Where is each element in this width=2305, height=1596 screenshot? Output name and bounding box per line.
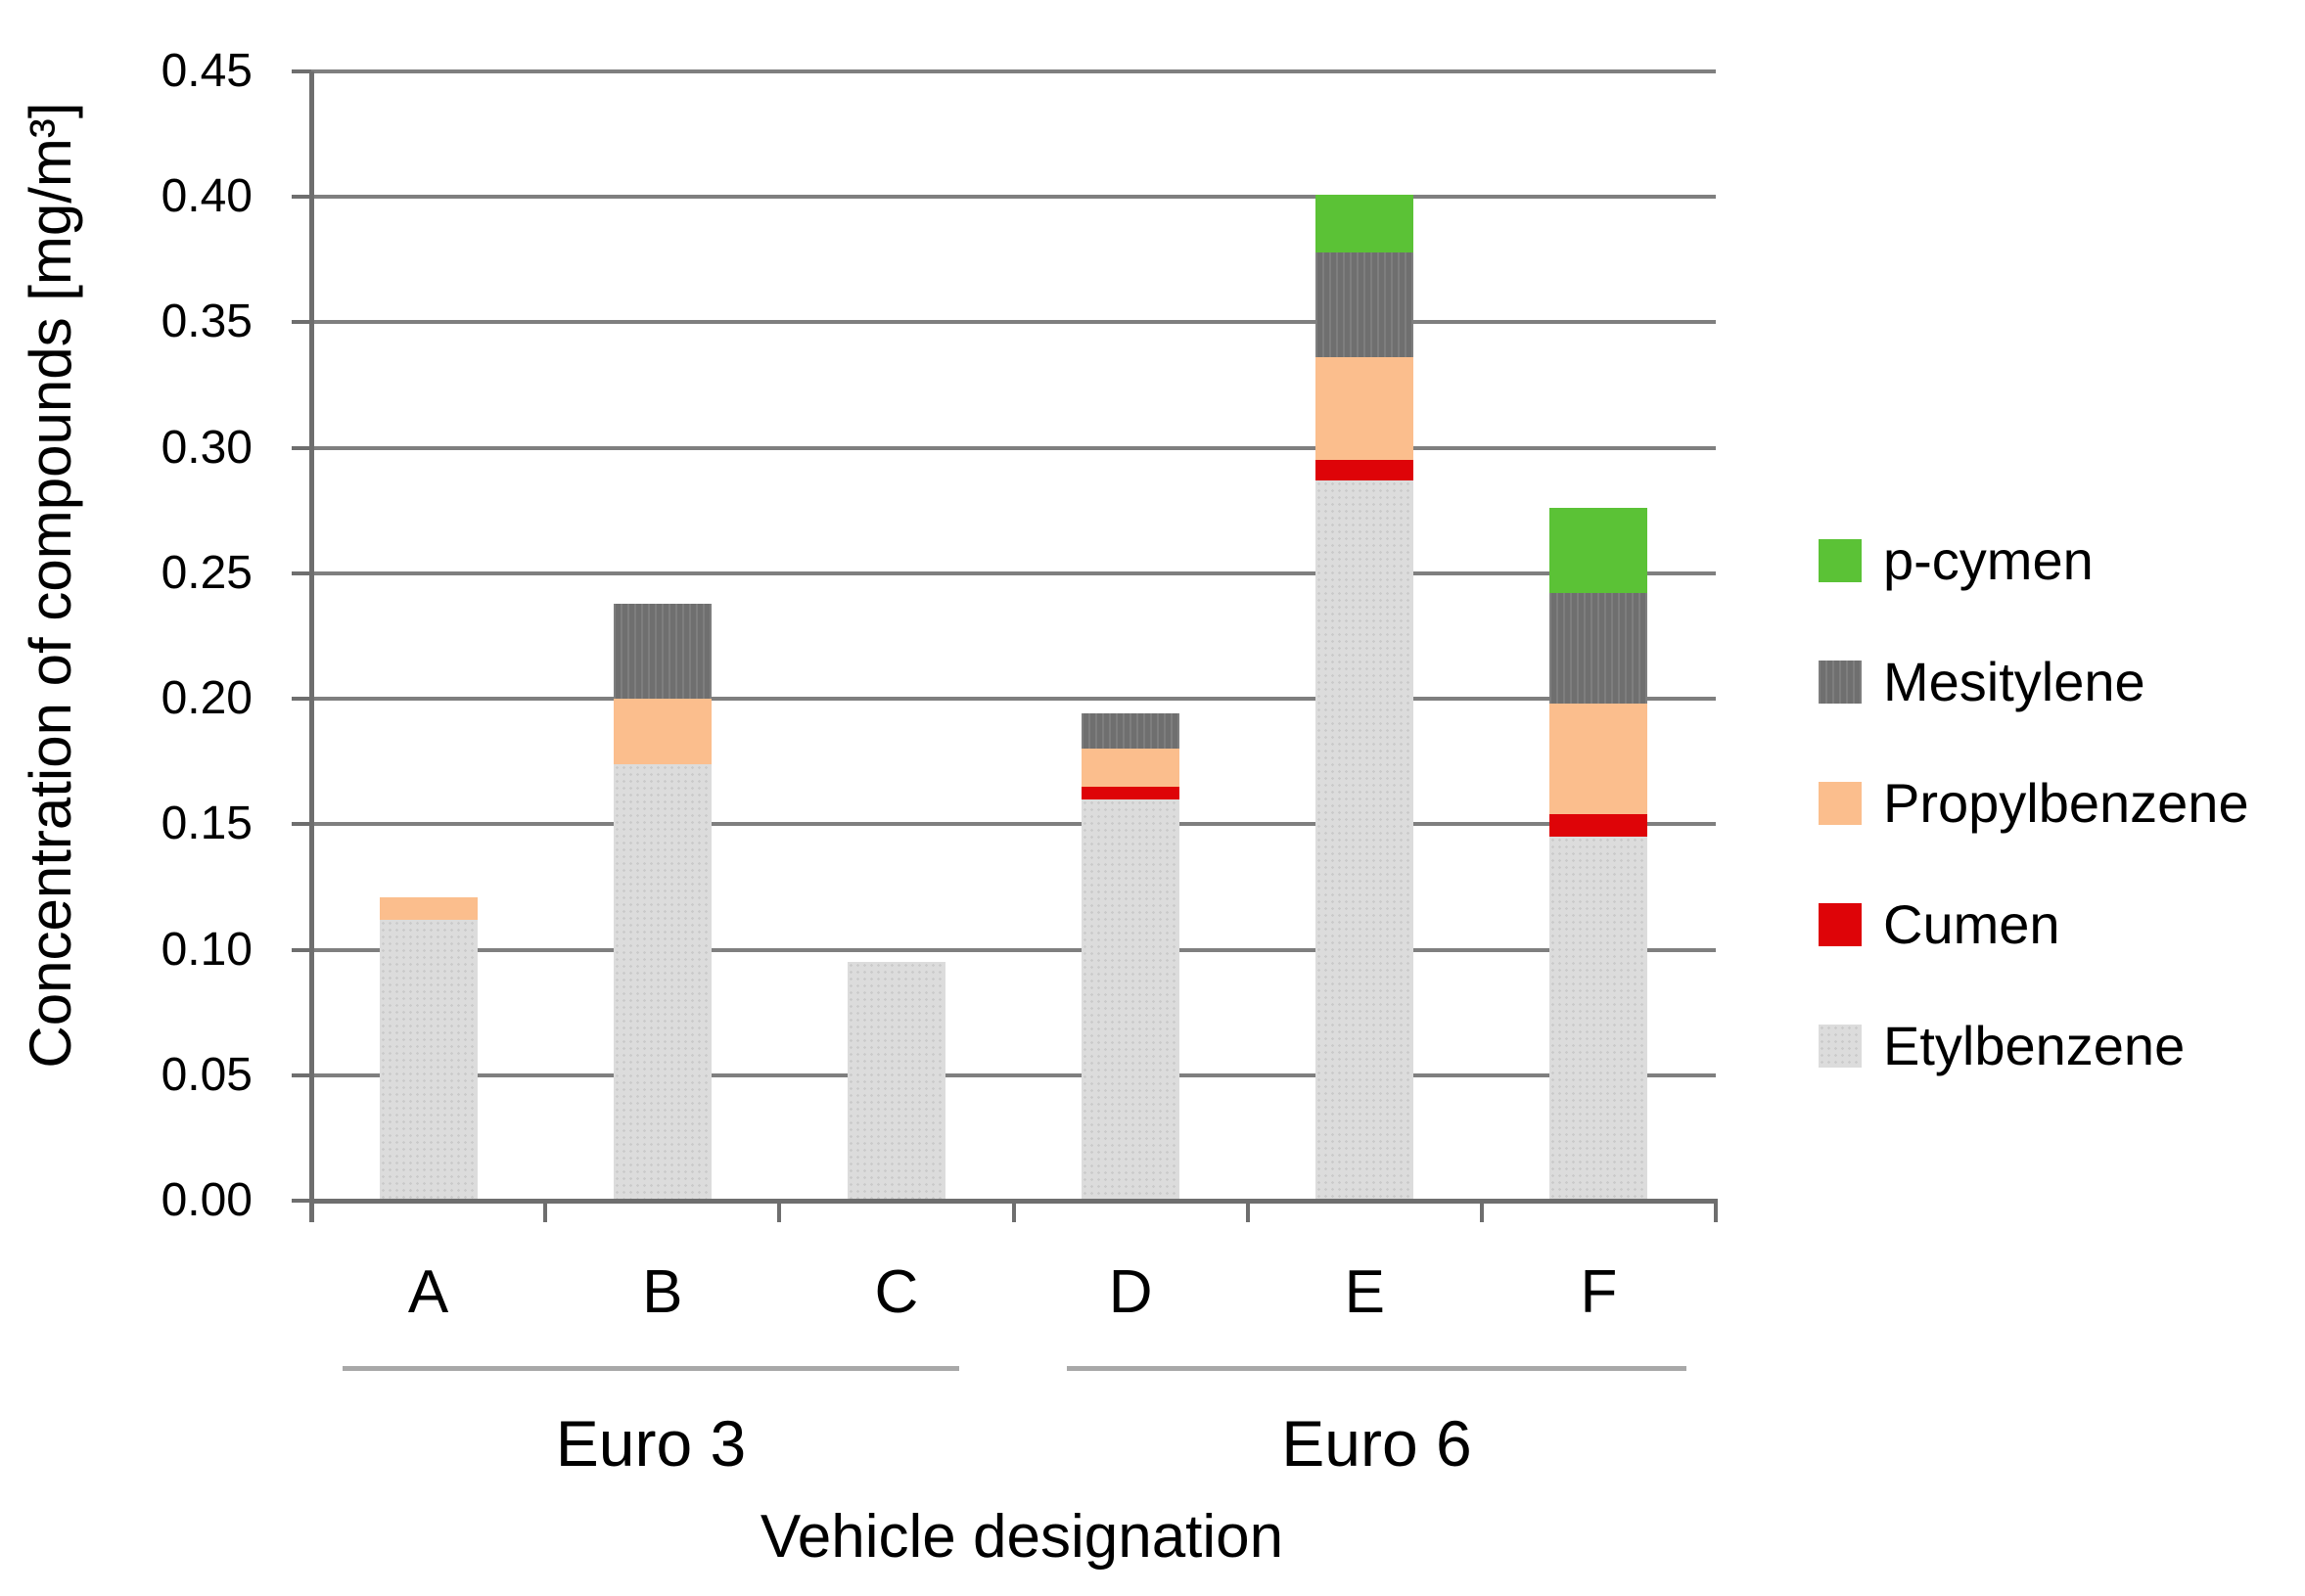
- legend-item-Cumen: Cumen: [1819, 897, 2060, 952]
- bar-D-Propylbenzene: [1082, 749, 1180, 787]
- gridline-0.15: [311, 822, 1716, 827]
- legend-item-p-cymen: p-cymen: [1819, 533, 2094, 588]
- y-axis-line: [309, 71, 314, 1222]
- legend-label-Cumen: Cumen: [1883, 893, 2060, 955]
- y-tick-label: 0.30: [161, 421, 253, 474]
- category-label-E: E: [1344, 1258, 1385, 1326]
- bar-E-p-cymen: [1315, 194, 1414, 252]
- category-label-A: A: [407, 1258, 449, 1326]
- y-tick-label: 0.40: [161, 170, 253, 223]
- gridline-0.45: [311, 69, 1716, 73]
- y-tick-0.00: [292, 1199, 311, 1203]
- y-tick-0.15: [292, 822, 311, 827]
- gridline-0.25: [311, 570, 1716, 575]
- y-tick-label: 0.20: [161, 672, 253, 725]
- group-label-Euro 6: Euro 6: [1281, 1407, 1472, 1480]
- x-axis-title: Vehicle designation: [760, 1503, 1284, 1571]
- gridline-0.10: [311, 947, 1716, 952]
- legend-swatch-Etylbenzene: [1819, 1025, 1862, 1068]
- gridline-0.40: [311, 195, 1716, 200]
- category-label-F: F: [1580, 1258, 1618, 1326]
- y-tick-label: 0.35: [161, 296, 253, 348]
- bar-F-Propylbenzene: [1549, 704, 1648, 815]
- x-tick-0: [309, 1201, 313, 1222]
- legend-swatch-p-cymen: [1819, 539, 1862, 582]
- bar-A-Propylbenzene: [379, 896, 478, 920]
- gridline-0.20: [311, 697, 1716, 702]
- bar-D-Etylbenzene: [1082, 798, 1180, 1201]
- gridline-0.30: [311, 445, 1716, 450]
- x-tick-2: [777, 1201, 782, 1222]
- x-tick-6: [1714, 1201, 1718, 1222]
- group-label-Euro 3: Euro 3: [555, 1407, 747, 1480]
- bar-E-Mesitylene: [1315, 251, 1414, 358]
- legend-label-Etylbenzene: Etylbenzene: [1883, 1015, 2186, 1076]
- legend-swatch-Mesitylene: [1819, 661, 1862, 704]
- bar-A-Etylbenzene: [379, 919, 478, 1201]
- category-label-B: B: [642, 1258, 683, 1326]
- bar-F-Mesitylene: [1549, 593, 1648, 705]
- y-tick-0.40: [292, 195, 311, 200]
- bar-F-Cumen: [1549, 814, 1648, 838]
- y-tick-0.10: [292, 947, 311, 952]
- x-tick-4: [1245, 1201, 1250, 1222]
- legend-swatch-Propylbenzene: [1819, 782, 1862, 825]
- y-tick-label: 0.05: [161, 1048, 253, 1101]
- y-tick-label: 0.00: [161, 1174, 253, 1226]
- bar-E-Etylbenzene: [1315, 480, 1414, 1201]
- y-tick-label: 0.45: [161, 45, 253, 97]
- bar-E-Propylbenzene: [1315, 357, 1414, 461]
- category-label-C: C: [874, 1258, 919, 1326]
- y-tick-0.35: [292, 320, 311, 325]
- x-tick-1: [543, 1201, 548, 1222]
- bar-B-Mesitylene: [613, 603, 712, 700]
- bar-F-p-cymen: [1549, 508, 1648, 594]
- group-line-Euro 3: [343, 1366, 959, 1371]
- legend-item-Etylbenzene: Etylbenzene: [1819, 1019, 2185, 1073]
- legend-swatch-Cumen: [1819, 903, 1862, 946]
- bar-B-Propylbenzene: [613, 699, 712, 764]
- y-tick-0.05: [292, 1072, 311, 1077]
- bar-D-Mesitylene: [1082, 713, 1180, 750]
- gridline-0.35: [311, 320, 1716, 325]
- legend-label-Propylbenzene: Propylbenzene: [1883, 772, 2249, 834]
- bar-D-Cumen: [1082, 786, 1180, 799]
- y-tick-label: 0.15: [161, 798, 253, 850]
- category-label-D: D: [1108, 1258, 1153, 1326]
- y-tick-label: 0.25: [161, 546, 253, 599]
- y-tick-0.45: [292, 69, 311, 73]
- legend-item-Mesitylene: Mesitylene: [1819, 655, 2145, 709]
- legend-item-Propylbenzene: Propylbenzene: [1819, 776, 2249, 831]
- legend-label-Mesitylene: Mesitylene: [1883, 651, 2145, 712]
- y-tick-0.25: [292, 570, 311, 575]
- gridline-0.05: [311, 1072, 1716, 1077]
- x-tick-5: [1479, 1201, 1484, 1222]
- y-tick-0.20: [292, 697, 311, 702]
- bar-F-Etylbenzene: [1549, 837, 1648, 1201]
- y-tick-label: 0.10: [161, 923, 253, 976]
- bar-B-Etylbenzene: [613, 763, 712, 1201]
- bar-E-Cumen: [1315, 460, 1414, 480]
- legend-label-p-cymen: p-cymen: [1883, 529, 2094, 591]
- y-tick-0.30: [292, 445, 311, 450]
- bar-C-Etylbenzene: [847, 962, 945, 1201]
- group-line-Euro 6: [1067, 1366, 1686, 1371]
- x-tick-3: [1011, 1201, 1016, 1222]
